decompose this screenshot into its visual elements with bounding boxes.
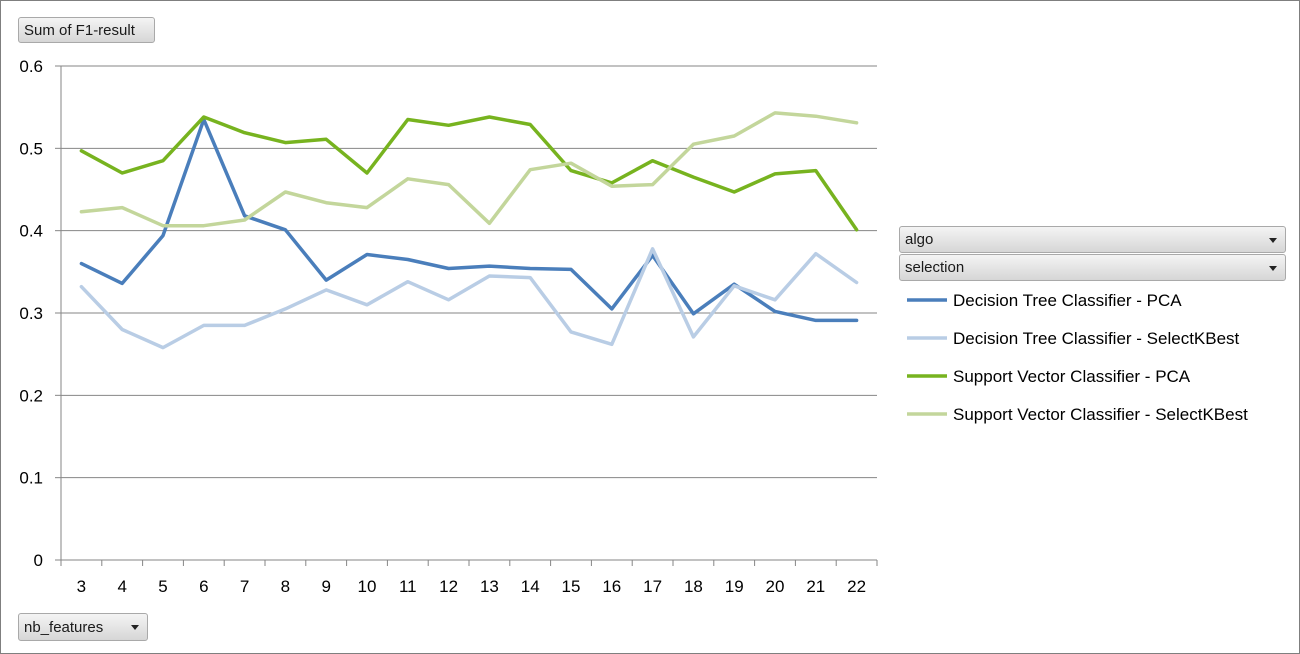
x-tick-label: 13 — [480, 577, 499, 596]
legend-label: Decision Tree Classifier - PCA — [953, 291, 1182, 310]
algo-filter-dropdown[interactable]: algo — [899, 226, 1286, 253]
y-tick-label: 0.1 — [19, 469, 43, 488]
y-tick-label: 0.6 — [19, 57, 43, 76]
y-tick-label: 0.3 — [19, 304, 43, 323]
algo-filter-label: algo — [905, 231, 934, 248]
y-tick-label: 0.4 — [19, 222, 43, 241]
x-tick-label: 14 — [521, 577, 540, 596]
selection-filter-dropdown[interactable]: selection — [899, 254, 1286, 281]
chevron-down-icon — [1269, 237, 1277, 243]
series-line-4 — [79, 111, 859, 228]
legend-label: Support Vector Classifier - PCA — [953, 367, 1191, 386]
x-tick-label: 3 — [77, 577, 86, 596]
x-tick-label: 19 — [725, 577, 744, 596]
series-line-2 — [79, 247, 859, 350]
x-tick-label: 5 — [158, 577, 167, 596]
x-tick-label: 21 — [806, 577, 825, 596]
x-tick-label: 22 — [847, 577, 866, 596]
value-field-button[interactable]: Sum of F1-result — [18, 17, 155, 43]
series-line-3 — [79, 115, 859, 232]
x-tick-label: 18 — [684, 577, 703, 596]
selection-filter-label: selection — [905, 259, 965, 276]
y-tick-label: 0.2 — [19, 386, 43, 405]
x-tick-label: 16 — [602, 577, 621, 596]
x-tick-label: 10 — [358, 577, 377, 596]
series-line-1 — [79, 117, 859, 323]
y-tick-label: 0 — [34, 551, 43, 570]
axis-field-label: nb_features — [24, 618, 104, 636]
x-tick-label: 7 — [240, 577, 249, 596]
x-tick-label: 20 — [766, 577, 785, 596]
legend-label: Decision Tree Classifier - SelectKBest — [953, 329, 1240, 348]
legend-label: Support Vector Classifier - SelectKBest — [953, 405, 1248, 424]
x-tick-label: 12 — [439, 577, 458, 596]
y-tick-label: 0.5 — [19, 139, 43, 158]
axis-field-dropdown[interactable]: nb_features — [18, 613, 148, 641]
x-tick-label: 11 — [399, 577, 417, 596]
x-tick-label: 4 — [117, 577, 126, 596]
x-tick-label: 6 — [199, 577, 208, 596]
x-tick-label: 9 — [321, 577, 330, 596]
value-field-label: Sum of F1-result — [24, 21, 135, 39]
chevron-down-icon — [1269, 265, 1277, 271]
x-tick-label: 8 — [281, 577, 290, 596]
x-tick-label: 15 — [562, 577, 581, 596]
x-tick-label: 17 — [643, 577, 662, 596]
chevron-down-icon — [131, 625, 139, 630]
